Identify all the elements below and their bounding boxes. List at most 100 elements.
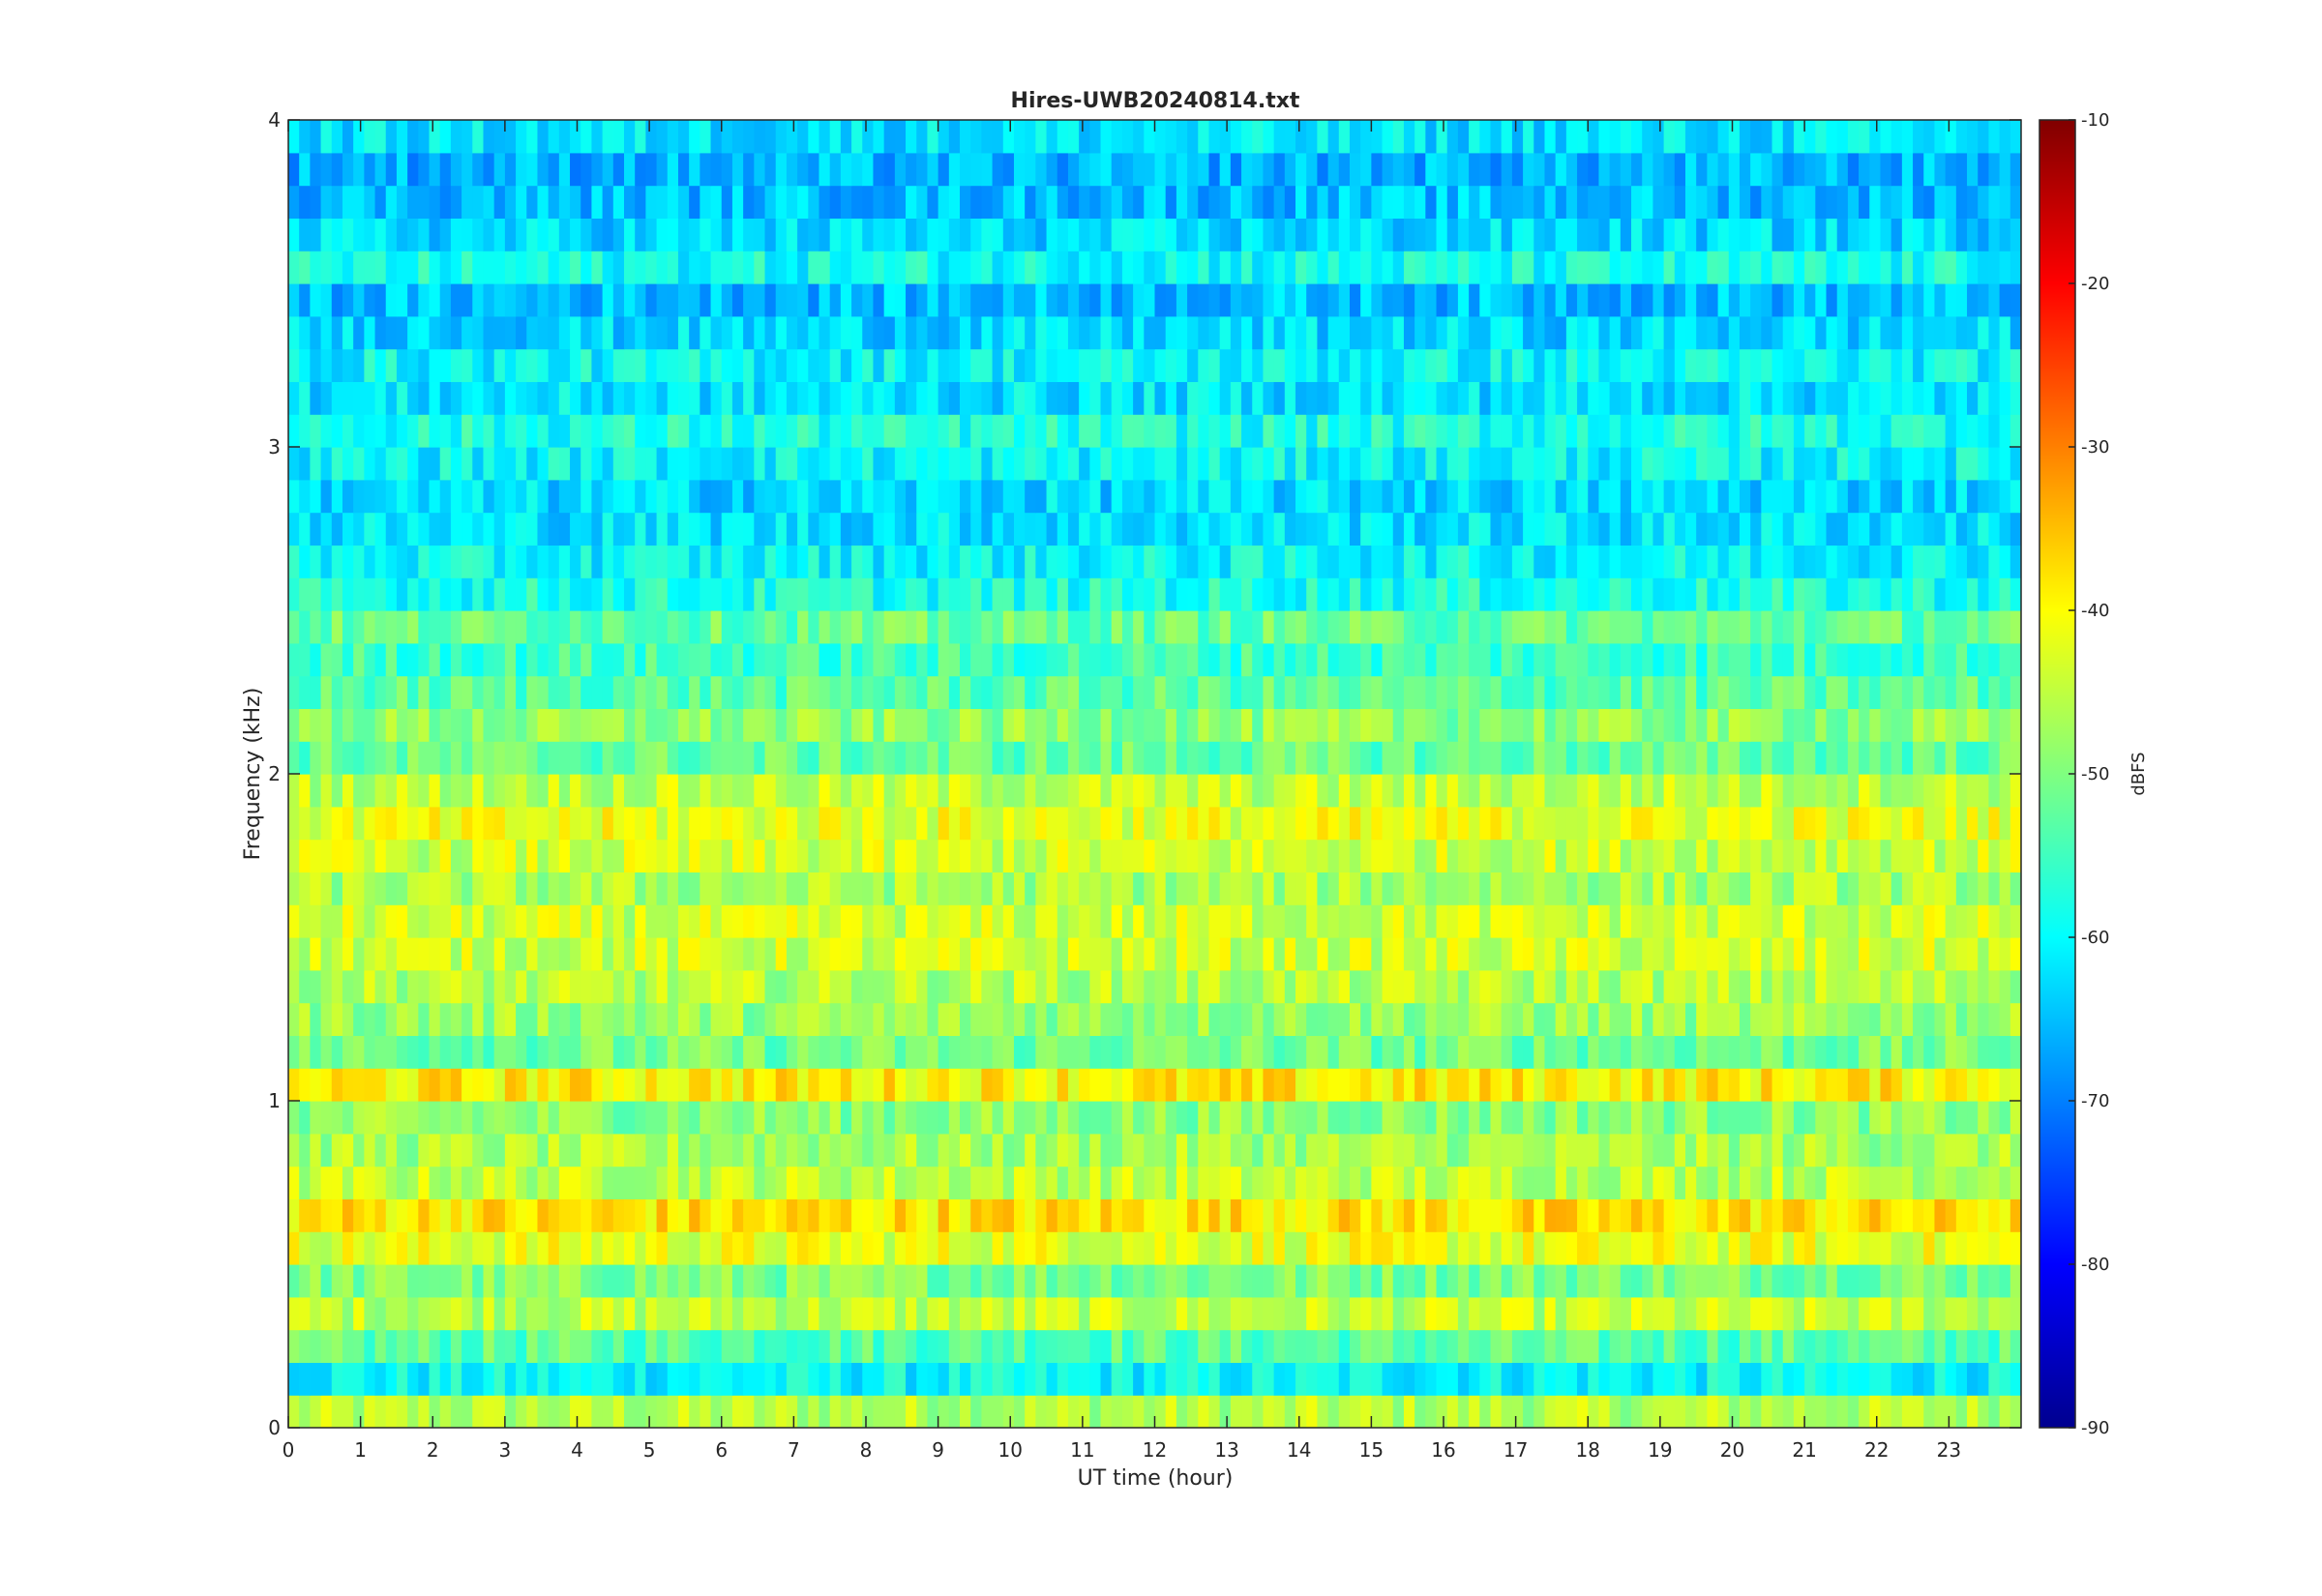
heatmap-cell: [1782, 1068, 1795, 1102]
heatmap-cell: [1836, 479, 1849, 514]
heatmap-cell: [1707, 904, 1719, 938]
heatmap-cell: [906, 1296, 917, 1331]
heatmap-cell: [1696, 1068, 1708, 1102]
heatmap-cell: [1728, 447, 1741, 481]
heatmap-cell: [710, 1362, 723, 1396]
heatmap-cell: [819, 545, 831, 578]
heatmap-cell: [364, 545, 376, 578]
heatmap-cell: [1057, 969, 1069, 1004]
heatmap-cell: [1349, 1002, 1361, 1036]
heatmap-cell: [1469, 1166, 1480, 1199]
heatmap-cell: [1490, 1231, 1503, 1265]
heatmap-cell: [938, 1035, 950, 1069]
heatmap-cell: [1263, 479, 1275, 514]
heatmap-cell: [516, 1264, 527, 1298]
heatmap-cell: [1934, 447, 1947, 481]
heatmap-cell: [1804, 904, 1816, 938]
heatmap-cell: [1187, 741, 1199, 775]
heatmap-cell: [407, 1002, 419, 1036]
heatmap-cell: [1761, 1329, 1773, 1363]
heatmap-cell: [1089, 545, 1102, 578]
heatmap-cell: [1121, 1231, 1134, 1265]
heatmap-cell: [667, 1395, 679, 1428]
heatmap-cell: [1176, 1002, 1188, 1036]
heatmap-cell: [1273, 675, 1286, 709]
heatmap-cell: [1273, 447, 1286, 481]
heatmap-cell: [1219, 1198, 1232, 1232]
heatmap-cell: [1901, 1035, 1914, 1069]
heatmap-cell: [1544, 447, 1557, 481]
heatmap-cell: [1717, 872, 1730, 905]
heatmap-cell: [1945, 741, 1957, 775]
heatmap-cell: [526, 1068, 539, 1102]
heatmap-cell: [1533, 741, 1546, 775]
heatmap-cell: [1901, 708, 1914, 742]
heatmap-cell: [1728, 774, 1741, 808]
heatmap-cell: [591, 904, 604, 938]
heatmap-cell: [1208, 1395, 1221, 1428]
heatmap-cell: [516, 381, 527, 415]
heatmap-cell: [1436, 1198, 1448, 1232]
heatmap-cell: [493, 675, 506, 709]
heatmap-cell: [439, 1035, 452, 1069]
heatmap-cell: [331, 708, 343, 742]
heatmap-cell: [1771, 1133, 1784, 1167]
heatmap-cell: [1696, 1264, 1708, 1298]
heatmap-cell: [1263, 806, 1275, 841]
heatmap-cell: [862, 969, 875, 1004]
heatmap-cell: [1479, 1329, 1492, 1363]
heatmap-cell: [645, 969, 658, 1004]
heatmap-cell: [1533, 1166, 1546, 1199]
heatmap-cell: [2009, 1101, 2021, 1135]
heatmap-cell: [992, 642, 1004, 677]
heatmap-cell: [667, 1035, 679, 1069]
heatmap-cell: [1859, 1166, 1870, 1199]
heatmap-cell: [1479, 1166, 1492, 1199]
heatmap-cell: [1436, 969, 1448, 1004]
heatmap-cell: [927, 708, 939, 742]
heatmap-cell: [1533, 1068, 1546, 1102]
heatmap-cell: [1598, 1068, 1611, 1102]
heatmap-cell: [786, 1329, 798, 1363]
heatmap-cell: [1338, 904, 1351, 938]
heatmap-cell: [721, 904, 733, 938]
heatmap-cell: [1967, 479, 1979, 514]
heatmap-cell: [1501, 1035, 1513, 1069]
heatmap-cell: [1663, 642, 1676, 677]
heatmap-cell: [873, 774, 885, 808]
heatmap-cell: [1414, 1362, 1426, 1396]
heatmap-cell: [1847, 1068, 1860, 1102]
heatmap-cell: [677, 904, 690, 938]
heatmap-cell: [1469, 545, 1480, 578]
heatmap-cell: [570, 512, 581, 546]
heatmap-cell: [1642, 1166, 1654, 1199]
heatmap-cell: [1284, 545, 1296, 578]
heatmap-cell: [1955, 479, 1968, 514]
heatmap-cell: [288, 1166, 300, 1199]
heatmap-cell: [429, 414, 441, 448]
heatmap-cell: [1479, 1002, 1492, 1036]
heatmap-cell: [1847, 1296, 1860, 1331]
heatmap-cell: [894, 904, 907, 938]
heatmap-cell: [1707, 1362, 1719, 1396]
heatmap-cell: [407, 1198, 419, 1232]
heatmap-cell: [439, 512, 452, 546]
heatmap-cell: [1284, 1395, 1296, 1428]
heatmap-cell: [656, 512, 669, 546]
heatmap-cell: [1501, 774, 1513, 808]
heatmap-cell: [797, 1231, 809, 1265]
heatmap-cell: [591, 1362, 604, 1396]
heatmap-cell: [927, 839, 939, 872]
heatmap-cell: [580, 512, 593, 546]
heatmap-cell: [612, 774, 625, 808]
heatmap-cell: [1002, 1133, 1015, 1167]
heatmap-cell: [775, 610, 788, 644]
heatmap-cell: [764, 1101, 777, 1135]
heatmap-cell: [1815, 1362, 1828, 1396]
heatmap-cell: [320, 708, 333, 742]
heatmap-cell: [1100, 577, 1113, 611]
heatmap-cell: [1284, 1068, 1296, 1102]
heatmap-cell: [1446, 642, 1459, 677]
heatmap-cell: [906, 904, 917, 938]
heatmap-cell: [970, 1101, 982, 1135]
